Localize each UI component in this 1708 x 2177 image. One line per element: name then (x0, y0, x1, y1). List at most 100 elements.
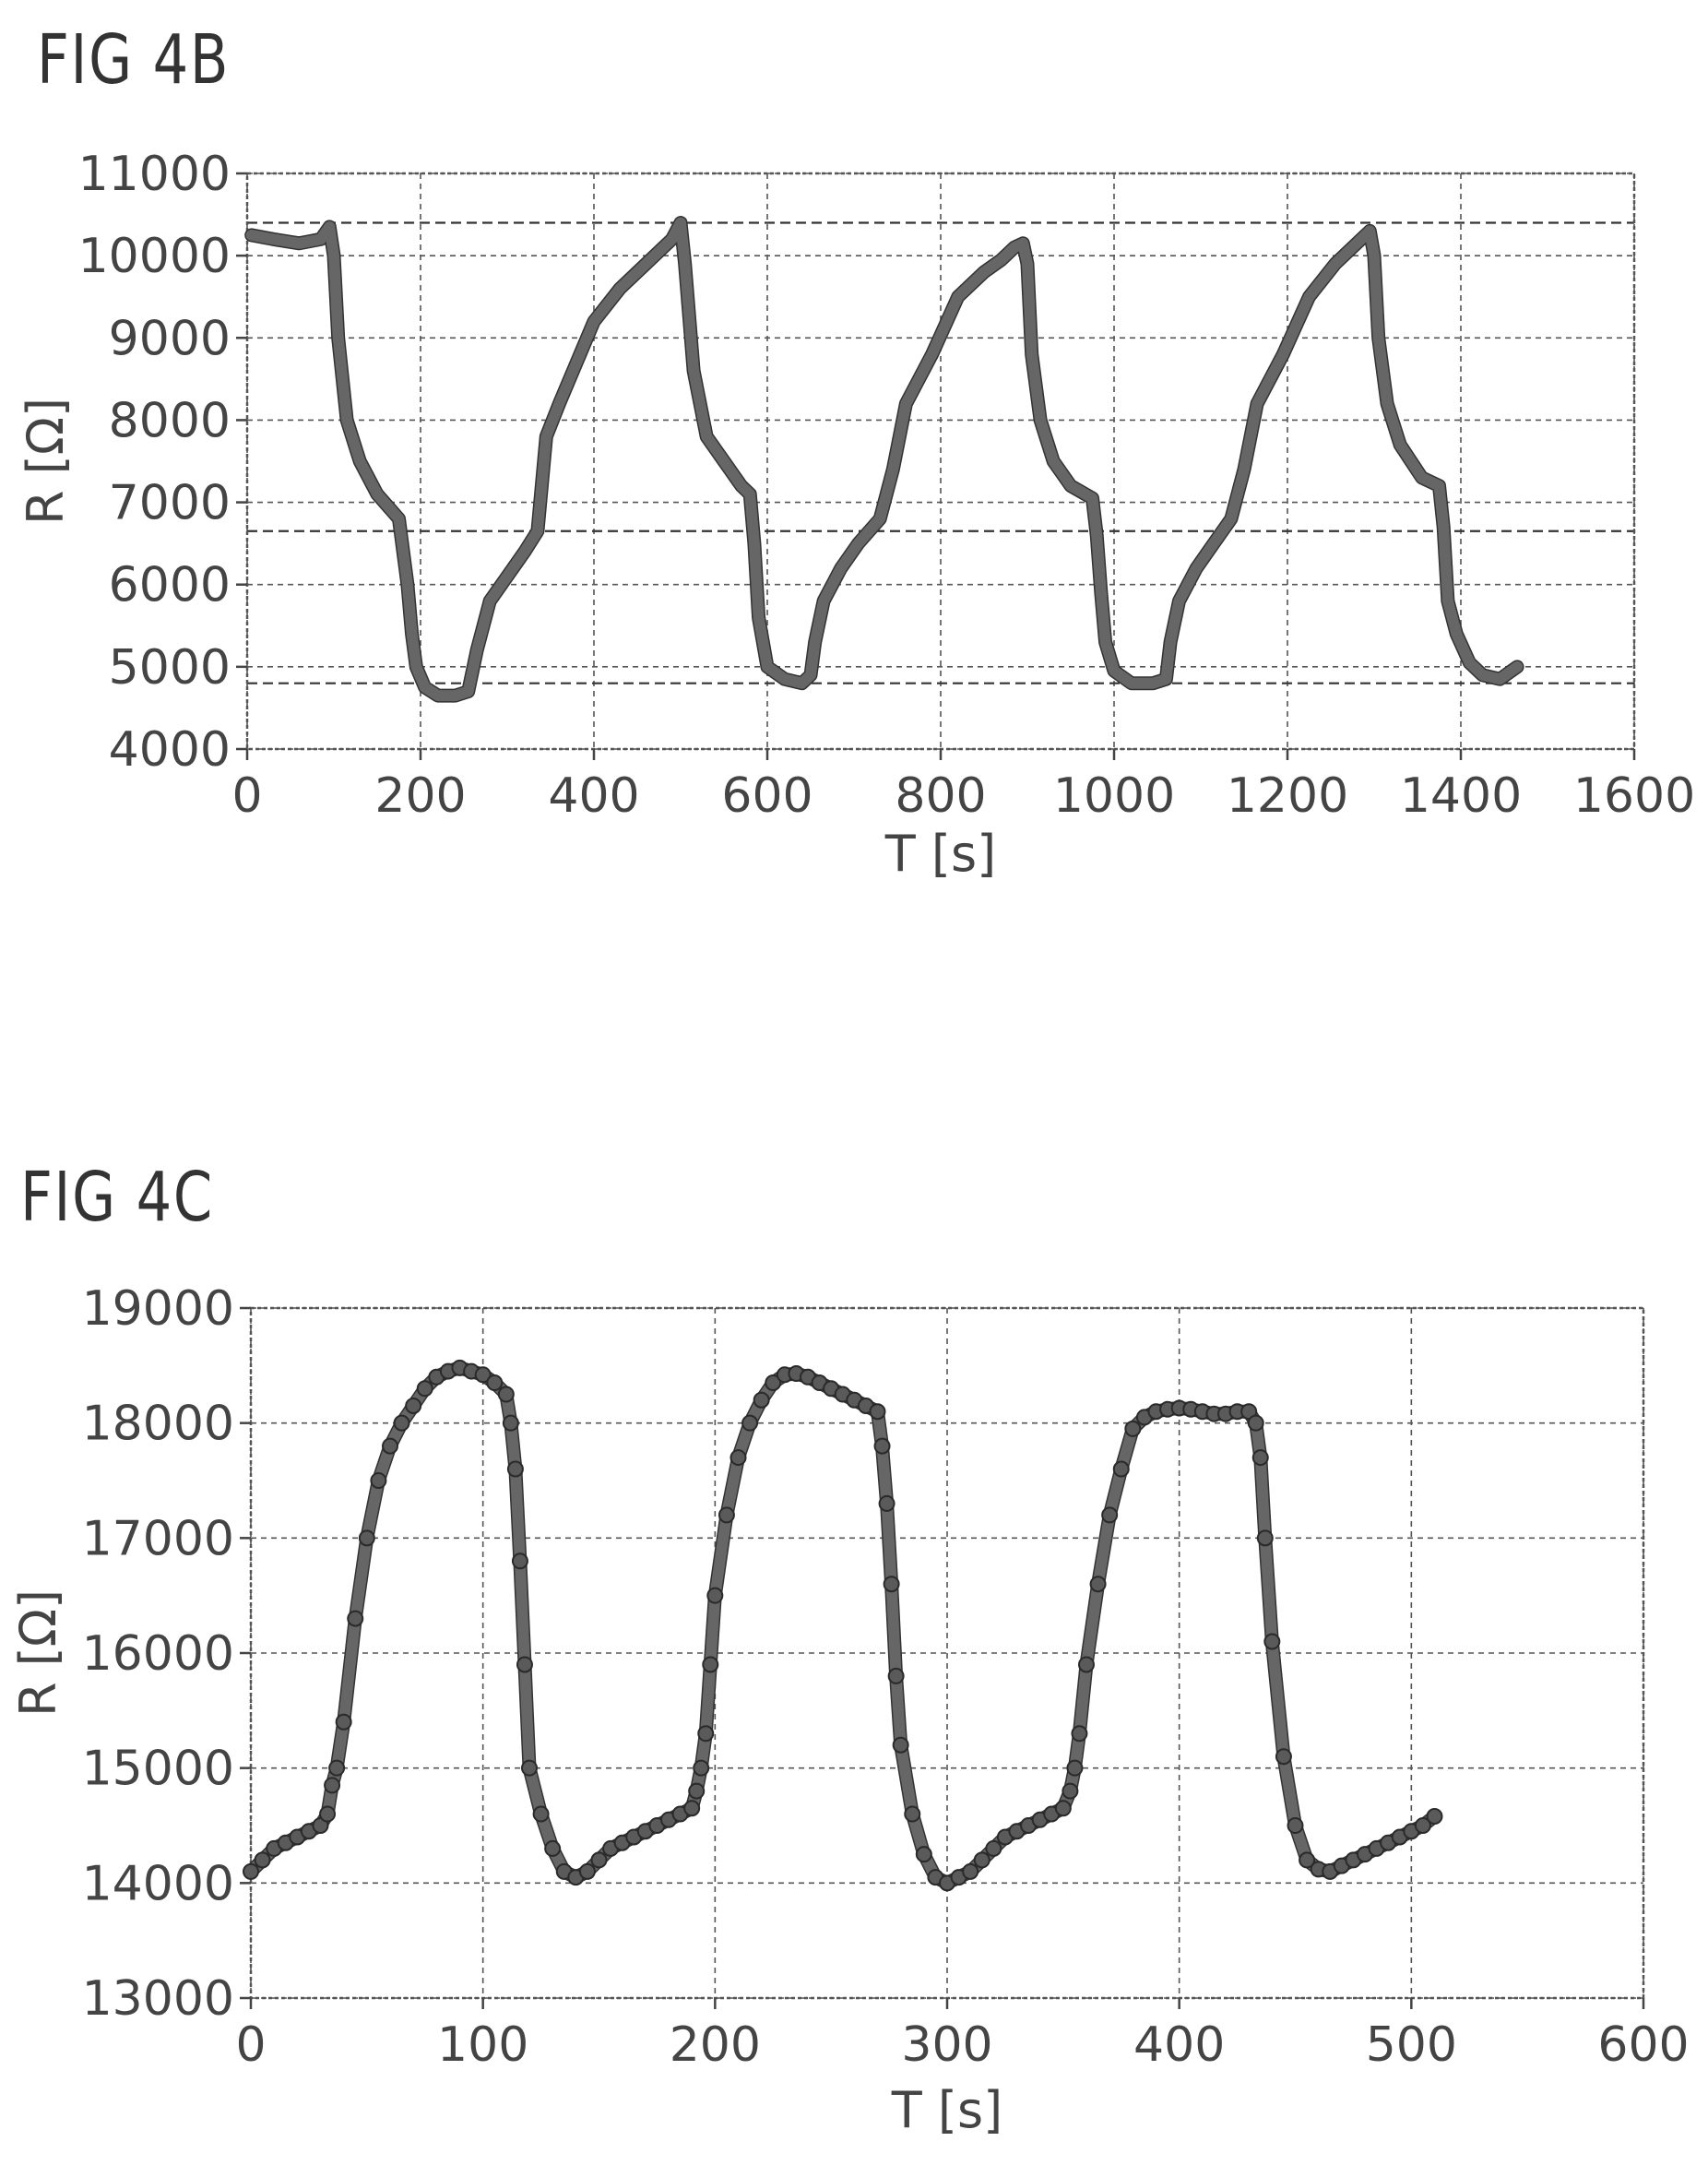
data-point (887, 1667, 905, 1684)
data-point (1062, 1782, 1079, 1800)
data-point (753, 1391, 770, 1409)
x-tick-label: 1200 (1227, 768, 1348, 824)
x-tick-label: 600 (1597, 2017, 1689, 2073)
data-point (516, 1656, 533, 1673)
data-point (532, 1805, 550, 1823)
data-point (683, 1800, 701, 1817)
data-point (1299, 1851, 1316, 1869)
data-point (1071, 1725, 1088, 1743)
data-point (243, 1862, 259, 1880)
y-tick-label: 18000 (82, 1397, 234, 1452)
data-point (497, 1386, 515, 1403)
series-line (245, 1362, 1441, 1889)
data-point (878, 1494, 896, 1512)
data-point (688, 1782, 706, 1800)
data-point (883, 1576, 900, 1593)
data-point (324, 1777, 341, 1794)
y-tick-label: 14000 (82, 1856, 234, 1911)
x-tick-label: 0 (231, 768, 262, 824)
data-point (973, 1851, 990, 1869)
data-point (1414, 1817, 1431, 1834)
x-axis-label: T [s] (884, 825, 996, 883)
y-tick-label: 6000 (109, 558, 231, 613)
data-point (697, 1725, 715, 1743)
x-tick-label: 600 (721, 768, 812, 824)
y-tick-label: 7000 (109, 476, 231, 531)
data-point (1054, 1800, 1072, 1817)
data-point (706, 1587, 724, 1604)
data-point (985, 1839, 1002, 1857)
data-point (1101, 1506, 1119, 1524)
data-point (370, 1472, 387, 1489)
x-tick-label: 400 (548, 768, 639, 824)
x-tick-label: 1600 (1573, 768, 1695, 824)
data-point (693, 1759, 710, 1777)
x-axis-label: T [s] (891, 2081, 1002, 2139)
data-point (1124, 1420, 1142, 1437)
data-point (521, 1759, 538, 1777)
x-tick-label: 0 (235, 2017, 266, 2073)
y-tick-label: 15000 (82, 1742, 234, 1797)
x-tick-label: 200 (374, 768, 466, 824)
x-tick-label: 1400 (1400, 768, 1522, 824)
series-line-outline (244, 216, 1524, 703)
data-point (741, 1414, 759, 1432)
x-tick-label: 800 (895, 768, 986, 824)
data-point (486, 1374, 504, 1392)
data-point (578, 1862, 596, 1880)
data-point (892, 1736, 909, 1754)
data-point (474, 1366, 492, 1384)
data-point (393, 1414, 410, 1432)
y-tick-label: 5000 (109, 640, 231, 696)
data-point (335, 1713, 352, 1731)
data-point (1251, 1449, 1269, 1467)
x-tick-label: 400 (1133, 2017, 1225, 2073)
data-point (1247, 1414, 1264, 1432)
data-point (1426, 1808, 1443, 1826)
x-tick-label: 100 (437, 2017, 528, 2073)
y-tick-label: 4000 (109, 722, 231, 778)
data-point (1287, 1817, 1304, 1834)
x-tick-label: 200 (670, 2017, 761, 2073)
y-tick-label: 9000 (109, 311, 231, 366)
data-point (1078, 1656, 1095, 1673)
data-point (382, 1437, 398, 1455)
figure-4b-label: FIG 4B (37, 20, 231, 100)
y-tick-label: 8000 (109, 393, 231, 448)
data-point (544, 1839, 562, 1857)
data-point (904, 1805, 921, 1823)
data-point (511, 1552, 528, 1570)
y-tick-label: 11000 (78, 147, 231, 202)
data-point (915, 1846, 932, 1863)
y-tick-label: 16000 (82, 1626, 234, 1682)
chart-fig-4b: 0 200 400 600 800 1000 1200 1400 1600 4000 5000 600… (17, 147, 1695, 883)
data-point (1256, 1529, 1274, 1547)
data-point (1089, 1576, 1107, 1593)
y-axis-label: R [Ω] (17, 398, 75, 525)
series-line (245, 217, 1524, 702)
y-tick-label: 17000 (82, 1511, 234, 1566)
data-point (254, 1851, 271, 1869)
y-axis-label: R [Ω] (9, 1589, 67, 1717)
data-point (729, 1449, 747, 1467)
figure-4c-label: FIG 4C (20, 1158, 214, 1237)
y-tick-label: 19000 (82, 1281, 234, 1337)
data-point (718, 1506, 735, 1524)
data-point (319, 1805, 337, 1823)
data-point (502, 1414, 519, 1432)
data-point (1066, 1759, 1084, 1777)
chart-fig-4c: 0 100 200 300 400 500 600 13000 14000 15000 16000 1… (9, 1281, 1690, 2139)
data-point (358, 1529, 375, 1547)
data-point (873, 1437, 891, 1455)
data-point (416, 1380, 433, 1398)
x-tick-label: 300 (901, 2017, 992, 2073)
data-point (506, 1460, 524, 1478)
y-tick-label: 13000 (82, 1971, 234, 2027)
data-point (1112, 1460, 1130, 1478)
data-point (962, 1862, 979, 1880)
y-tick-label: 10000 (78, 229, 231, 284)
data-point (590, 1851, 608, 1869)
data-point (765, 1374, 782, 1392)
data-point (405, 1397, 422, 1414)
data-point (702, 1656, 719, 1673)
